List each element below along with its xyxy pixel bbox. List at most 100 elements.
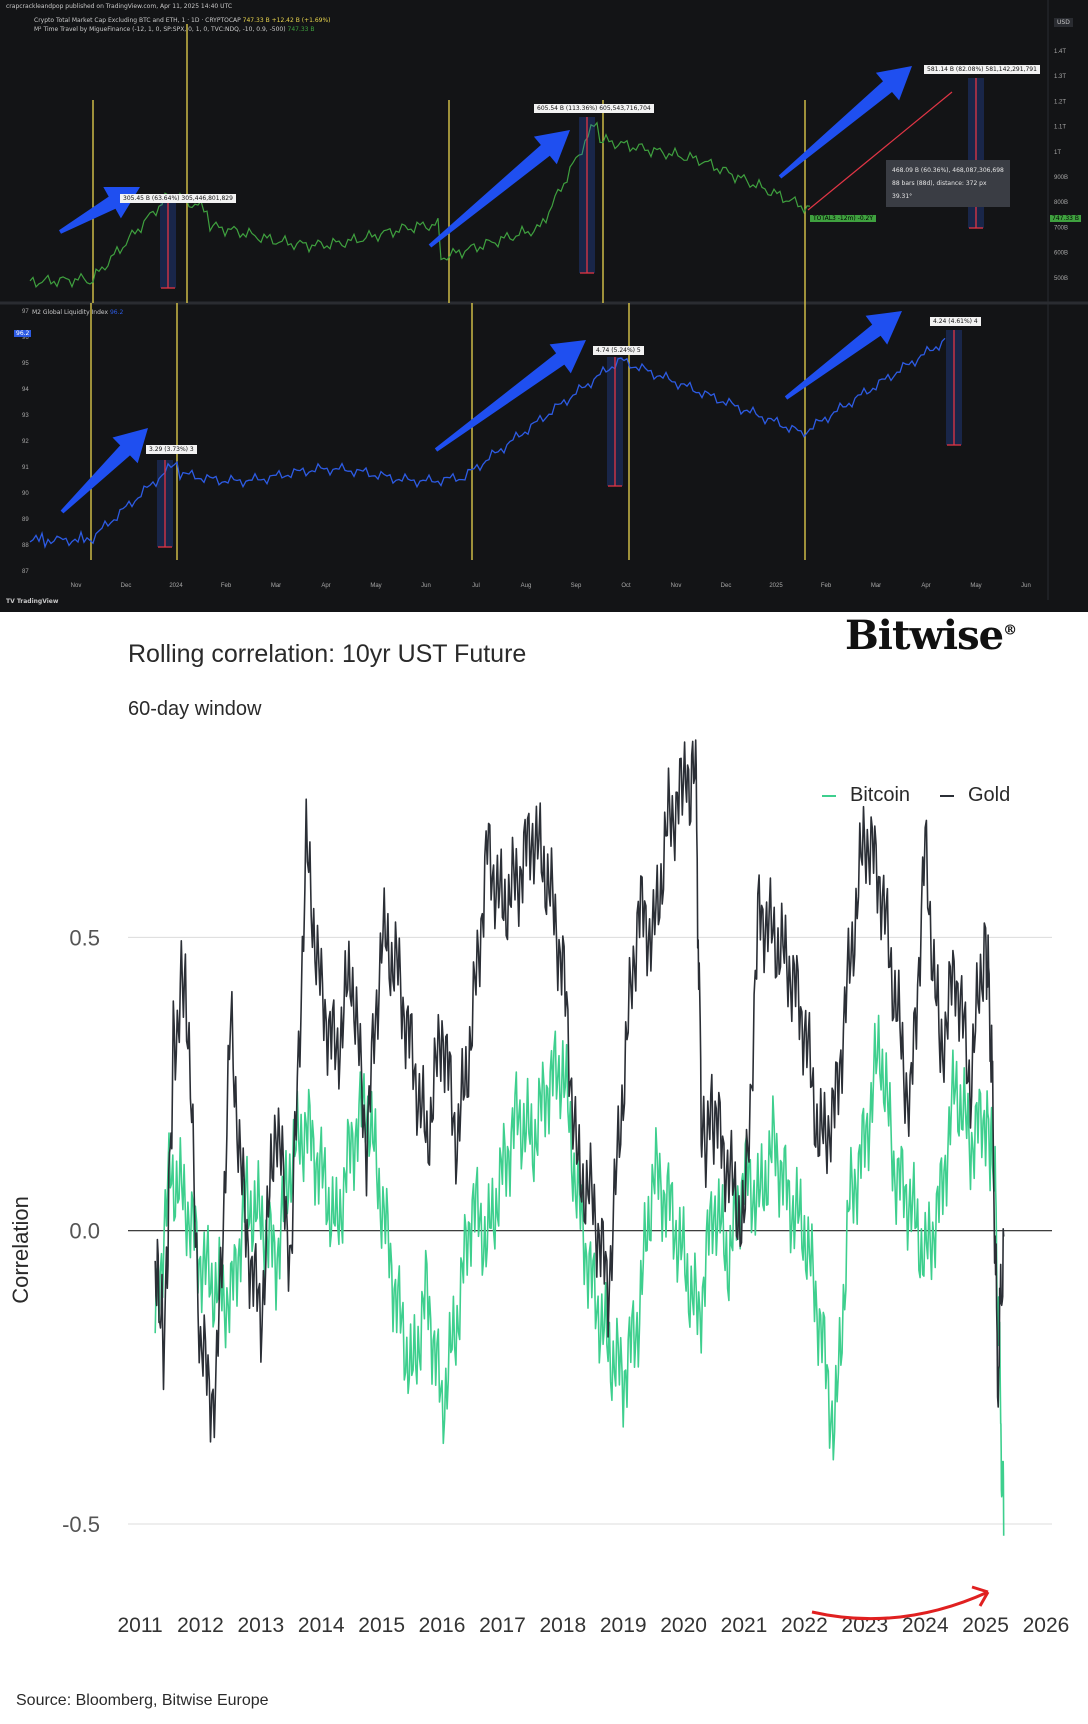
lower-axis-label-8: 89 — [22, 517, 29, 523]
x-axis-label-8: Jul — [472, 583, 480, 589]
lower-axis-label-2: 95 — [22, 361, 29, 367]
upper-axis-label-4: 1T — [1054, 150, 1061, 156]
x-axis-label-9: Aug — [521, 583, 532, 589]
upper-axis-label-9: 500B — [1054, 276, 1068, 282]
x-tick-label-2012: 2012 — [177, 1614, 224, 1637]
blue-arrows — [59, 66, 912, 514]
x-axis-label-0: Nov — [71, 583, 82, 589]
x-axis-label-6: May — [370, 583, 381, 589]
y-axis-label: Correlation — [8, 1196, 33, 1304]
x-axis-label-15: Feb — [821, 583, 832, 589]
total-tag: TOTAL3 -12m) -0.2Y — [810, 215, 877, 222]
x-axis-label-11: Oct — [621, 583, 631, 589]
currency-button[interactable]: USD — [1054, 18, 1073, 27]
x-tick-label-2016: 2016 — [419, 1614, 466, 1637]
legend-gold: Gold — [940, 784, 1010, 807]
publisher-line: crapcrackleandpop published on TradingVi… — [6, 3, 233, 10]
upper-axis-label-6: 800B — [1054, 200, 1068, 206]
x-tick-label-2024: 2024 — [902, 1614, 949, 1637]
upper-axis-label-7: 700B — [1054, 225, 1068, 231]
y-tick-label-1: 0.0 — [69, 1219, 100, 1244]
x-tick-label-2026: 2026 — [1023, 1614, 1070, 1637]
x-tick-label-2022: 2022 — [781, 1614, 828, 1637]
x-axis-label-18: May — [970, 583, 981, 589]
upper-axis-label-2: 1.2T — [1054, 99, 1066, 105]
lower-axis-label-6: 91 — [22, 465, 29, 471]
x-axis-label-7: Jun — [421, 583, 431, 589]
correlation-plot: Correlation -0.5 0.0 0.5 2011 2012 2013 2014 20… — [8, 739, 1069, 1637]
y-tick-label-2: 0.5 — [69, 925, 100, 950]
tv-background — [0, 0, 1088, 612]
lower-liquidity-line — [29, 337, 946, 549]
series2-name: M² Time Travel by MigueFinance (-12, 1, … — [34, 26, 286, 33]
price-tag: 747.33 B — [1050, 215, 1082, 222]
x-tick-label-2019: 2019 — [600, 1614, 647, 1637]
x-axis-label-10: Sep — [571, 583, 582, 589]
legend-bitcoin-label: Bitcoin — [850, 784, 911, 806]
upper-annotation-1: 305.45 B (63.64%) 305,446,801,829 — [120, 194, 236, 203]
blue-arrow-2 — [778, 66, 912, 179]
grid — [128, 936, 1052, 1525]
x-tick-label-2018: 2018 — [539, 1614, 586, 1637]
x-axis-label-2: 2024 — [169, 583, 183, 589]
x-tick-label-2020: 2020 — [660, 1614, 707, 1637]
upper-axis-label-5: 900B — [1054, 175, 1068, 181]
upper-axis-label-0: 1.4T — [1054, 49, 1066, 55]
tick-labels: -0.5 0.0 0.5 2011 2012 2013 2014 2015 2016 2017 20… — [62, 925, 1069, 1637]
lower-pane-series — [29, 337, 946, 549]
x-axis-label-12: Nov — [671, 583, 682, 589]
lower-axis-label-9: 88 — [22, 543, 29, 549]
x-axis-label-16: Mar — [871, 583, 881, 589]
upper-pane-series — [29, 121, 811, 289]
tv-axes: 1.4T 1.3T 1.2T 1.1T 1T 900B 800B 700B 600B 500B 97… — [22, 49, 1068, 589]
info-bars: 88 bars (88d), distance: 372 px — [892, 180, 987, 187]
lower-annotation-1: 3.29 (3.73%) 3 — [146, 445, 197, 454]
series2-label: M² Time Travel by MigueFinance (-12, 1, … — [34, 26, 315, 33]
upper-annotation-3: 581.14 B (82.08%) 581,142,291,791 — [924, 65, 1040, 74]
lower-axis-label-7: 90 — [22, 491, 29, 497]
x-tick-label-2017: 2017 — [479, 1614, 526, 1637]
series-line-bitcoin — [154, 1014, 1005, 1536]
lower-axis-label-5: 92 — [22, 439, 29, 445]
upper-axis-label-1: 1.3T — [1054, 74, 1066, 80]
chart-title: Rolling correlation: 10yr UST Future — [128, 640, 527, 668]
tv-logo-icon: TV — [6, 598, 15, 605]
x-tick-label-2015: 2015 — [358, 1614, 405, 1637]
blue-arrow-0 — [59, 187, 140, 234]
lower-label-text: M2 Global Liquidity Index — [32, 309, 109, 316]
lower-label-value: 96.2 — [109, 309, 124, 316]
bitwise-registered-mark: ® — [1003, 622, 1017, 639]
x-tick-label-2011: 2011 — [117, 1614, 162, 1637]
x-axis-label-5: Apr — [321, 583, 330, 589]
measure-info-box: 468.09 B (60.36%), 468,087,306,698 88 ba… — [886, 160, 1010, 207]
legend-bitcoin-swatch — [822, 794, 836, 797]
series2-value: 747.33 B — [287, 26, 315, 33]
legend-gold-swatch — [940, 794, 954, 797]
legend-bitcoin: Bitcoin — [822, 784, 910, 807]
tradingview-logo: TV TradingView — [6, 598, 58, 605]
chart-subtitle: 60-day window — [128, 698, 262, 720]
x-axis-label-17: Apr — [921, 583, 930, 589]
yellow-vertical-lines — [90, 24, 806, 560]
bitwise-chart-panel: Bitwise® Rolling correlation: 10yr UST F… — [0, 612, 1088, 1724]
x-axis-label-3: Feb — [221, 583, 232, 589]
source-note: Source: Bloomberg, Bitwise Europe — [16, 1692, 269, 1709]
lower-last-value-tag: 96.2 — [14, 330, 32, 337]
upper-annotation-2: 605.54 B (113.36%) 605,543,716,704 — [534, 104, 654, 113]
lower-axis-label-4: 93 — [22, 413, 29, 419]
info-price: 468.09 B (60.36%), 468,087,306,698 — [892, 167, 1004, 174]
blue-arrow-1 — [428, 130, 570, 248]
x-axis-label-13: Dec — [721, 583, 732, 589]
blue-arrow-4 — [434, 340, 586, 452]
y-tick-label-0: -0.5 — [62, 1512, 100, 1537]
tv-logo-text: TradingView — [16, 598, 59, 605]
lower-annotation-3: 4.24 (4.61%) 4 — [930, 317, 981, 326]
x-axis-label-19: Jun — [1021, 583, 1031, 589]
lower-axis-label-10: 87 — [22, 569, 29, 575]
lower-annotation-2: 4.74 (5.24%) 5 — [593, 346, 644, 355]
blue-arrow-3 — [60, 428, 148, 514]
bitwise-logo-text: Bitwise — [845, 612, 1004, 659]
lower-axis-label-0: 97 — [22, 309, 29, 315]
series1-value: 747.33 B +12.42 B (+1.69%) — [242, 17, 331, 24]
legend-gold-label: Gold — [968, 784, 1011, 806]
